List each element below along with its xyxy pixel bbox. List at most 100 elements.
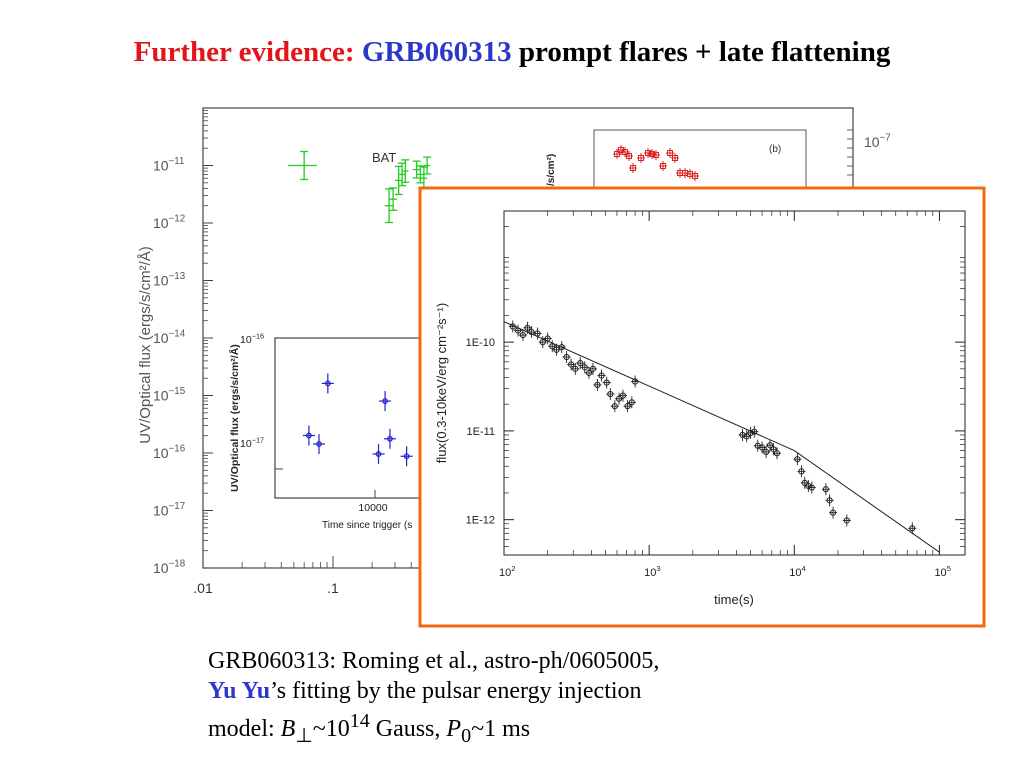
- xray-marker: [611, 403, 618, 410]
- xray-marker: [829, 509, 837, 516]
- xray-data-point: [772, 447, 781, 460]
- xray-x-tick-label: 102: [499, 564, 516, 579]
- xray-marker: [585, 369, 593, 377]
- xray-x-tick-label: 105: [934, 564, 951, 579]
- xray-marker: [514, 327, 522, 334]
- xray-data-point: [825, 494, 834, 507]
- xray-marker: [826, 497, 833, 504]
- xray-data-point: [527, 326, 536, 339]
- xray-data-point: [750, 425, 759, 438]
- xray-marker: [763, 448, 770, 456]
- xray-x-tick-label: 104: [789, 564, 806, 579]
- xray-data-point: [562, 350, 571, 363]
- caption-P-symbol: P: [446, 716, 462, 742]
- xray-y-tick-label: 1E-12: [466, 515, 495, 527]
- bat-point: [412, 160, 421, 179]
- xray-marker: [631, 378, 639, 385]
- xray-data-point: [576, 357, 585, 370]
- xray-marker: [770, 446, 777, 453]
- xray-data-point: [593, 378, 602, 391]
- xray-y-tick-label: 1E-10: [466, 337, 495, 349]
- xray-marker: [568, 361, 575, 368]
- xray-x-axis-label: time(s): [714, 592, 754, 607]
- bat-point: [416, 165, 425, 184]
- uvot-background-panel: UV/Optical flux (ergs/s/cm²/Å) 10−11 10−1…: [137, 107, 891, 596]
- xray-data-point: [746, 426, 755, 439]
- xray-marker: [553, 346, 560, 353]
- xray-data-point: [804, 479, 813, 492]
- uvot-inset-y-tick-label: 10−17: [240, 435, 264, 450]
- xray-data-point: [797, 465, 806, 478]
- xray-data-point: [523, 321, 532, 334]
- uvot-y-tick-label: 10−14: [153, 329, 186, 346]
- xray-marker: [773, 450, 781, 457]
- xray-data-point: [538, 336, 547, 349]
- xray-marker: [743, 433, 750, 440]
- caption-B-value: ~10: [312, 716, 350, 742]
- xray-y-ticks: 1E-10 1E-11 1E-12: [466, 226, 965, 547]
- xray-x-ticks: 102 103 104 105: [499, 211, 951, 579]
- uvot-y-ticks: 10−11 10−12 10−13 10−14 10−15 10−16 10−17 10−18: [153, 110, 213, 576]
- xray-data-point: [821, 483, 830, 496]
- uvot-inset-point: [321, 373, 334, 394]
- xrt-inset-point: [659, 161, 667, 171]
- xrt-inset-marker: [653, 152, 659, 158]
- inset-b-ylabel-fragment: /s/cm²): [546, 154, 557, 186]
- xrt-inset-marker: [626, 153, 632, 159]
- xray-marker: [581, 364, 588, 371]
- xray-marker: [572, 365, 579, 372]
- xray-data-point: [829, 506, 838, 519]
- caption-line-2: Yu Yu’s fitting by the pulsar energy inj…: [208, 676, 848, 706]
- xray-data-series: [508, 320, 917, 535]
- bat-series-label: BAT: [372, 150, 396, 165]
- xray-marker: [558, 343, 565, 351]
- xrt-inset-point: [637, 153, 645, 163]
- caption-line-1: GRB060313: Roming et al., astro-ph/06050…: [208, 648, 660, 674]
- xray-panel-orange-frame: [418, 186, 986, 628]
- xray-data-point: [597, 369, 606, 382]
- xrt-inset-marker: [645, 150, 651, 156]
- xray-marker: [549, 343, 556, 350]
- xray-marker: [766, 442, 774, 449]
- xrt-inset-point: [652, 150, 660, 160]
- uvot-inset-marker: [306, 432, 312, 439]
- xray-data-point: [631, 375, 640, 388]
- xray-data-point: [800, 476, 809, 489]
- xray-marker: [519, 331, 527, 339]
- xray-marker: [798, 468, 805, 475]
- uvot-x-tick-label: .1: [327, 580, 339, 596]
- xray-marker: [509, 323, 516, 330]
- xray-marker: [808, 484, 815, 491]
- xray-data-point: [610, 400, 619, 413]
- xrt-inset-marker: [614, 151, 620, 157]
- xray-y-axis-label: flux(0.3-10keV/erg cm⁻²s⁻¹): [434, 303, 449, 463]
- xray-marker: [805, 482, 812, 490]
- uvot-inset-x-tick: 10000: [358, 502, 387, 514]
- xray-marker: [607, 390, 614, 398]
- uvot-inset-point: [302, 425, 315, 446]
- title-part-3: prompt flares + late flattening: [511, 36, 891, 68]
- xrt-inset-panel: (b) /s/cm²): [546, 129, 807, 189]
- xray-data-point: [557, 341, 566, 354]
- xrt-inset-point: [613, 149, 621, 159]
- uvot-inset-marker: [324, 380, 331, 387]
- uvot-y-tick-label: 10−11: [153, 156, 184, 173]
- xray-data-point: [627, 396, 636, 409]
- bat-series: [287, 150, 432, 224]
- uvot-y-tick-label: 10−15: [153, 386, 186, 403]
- uvot-inset-y-label: UV/Optical flux (ergs/s/cm²/Å): [228, 344, 241, 492]
- bat-point: [384, 188, 394, 224]
- uvot-inset-y-tick-label: 10−16: [240, 331, 264, 346]
- xray-marker: [594, 381, 601, 388]
- uvot-inset-marker: [382, 398, 388, 404]
- xrt-inset-marker: [660, 163, 666, 169]
- xray-data-point: [602, 376, 611, 389]
- uvot-inset-x-label: Time since trigger (s: [322, 520, 412, 531]
- uvot-y-tick-label: 10−17: [153, 501, 185, 518]
- xray-data-point: [606, 388, 615, 401]
- xray-data-point: [571, 362, 580, 375]
- xray-marker: [751, 428, 758, 435]
- xrt-inset-marker: [667, 150, 673, 156]
- xray-marker: [624, 403, 631, 410]
